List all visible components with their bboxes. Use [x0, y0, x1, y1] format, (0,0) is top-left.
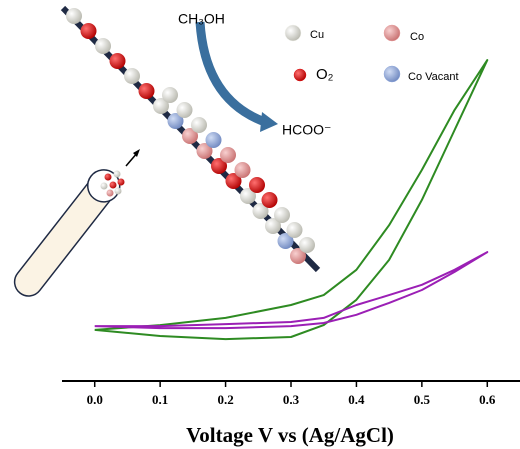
atom — [274, 207, 290, 223]
x-tick-label: 0.0 — [87, 392, 103, 407]
legend-label: Cu — [310, 29, 324, 41]
arrow-head — [133, 149, 140, 157]
x-tick-label: 0.5 — [414, 392, 431, 407]
x-tick-label: 0.1 — [152, 392, 168, 407]
illustration — [13, 5, 321, 297]
atom — [117, 178, 125, 186]
atom — [299, 237, 315, 253]
legend-label: Co — [410, 31, 424, 43]
legend-swatch — [293, 68, 307, 82]
atom — [176, 102, 193, 118]
atom — [182, 128, 198, 144]
atom — [167, 113, 184, 129]
atom — [211, 158, 227, 174]
reaction-arrow-head — [260, 112, 278, 132]
atom — [205, 132, 222, 148]
atom — [109, 53, 126, 69]
electrode-tube — [13, 169, 121, 297]
x-tick-label: 0.6 — [479, 392, 496, 407]
reaction-arrow — [195, 21, 267, 127]
atom — [252, 203, 269, 219]
legend-label: O₂ — [316, 66, 334, 83]
atom — [138, 83, 155, 99]
x-tick-label: 0.4 — [348, 392, 365, 407]
data-line — [94, 251, 489, 330]
atom — [106, 189, 114, 197]
atom — [191, 117, 207, 133]
atom — [225, 173, 242, 189]
atom — [277, 233, 294, 249]
atom — [290, 248, 306, 264]
legend-label: Co Vacant — [408, 71, 459, 83]
atom — [249, 177, 265, 193]
atom — [234, 162, 251, 178]
atom — [261, 192, 278, 208]
annotation: CH₃OH — [178, 11, 225, 27]
atom — [100, 182, 108, 190]
atom — [80, 23, 97, 39]
x-axis-label: Voltage V vs (Ag/AgCl) — [186, 423, 394, 447]
atom — [196, 143, 213, 159]
x-tick-label: 0.2 — [217, 392, 233, 407]
atom — [109, 181, 117, 189]
legend-swatch — [383, 65, 401, 83]
legend-swatch — [383, 24, 401, 42]
atom — [124, 68, 140, 84]
atom — [220, 147, 236, 163]
atom — [162, 87, 178, 103]
atom — [114, 187, 122, 195]
atom — [104, 173, 112, 181]
atom — [113, 170, 121, 178]
atom — [240, 188, 256, 204]
atom — [153, 98, 169, 114]
atom — [66, 8, 82, 24]
x-tick-label: 0.3 — [283, 392, 300, 407]
annotation: HCOO⁻ — [282, 122, 331, 138]
data-line — [94, 59, 489, 341]
atom — [95, 38, 111, 54]
atom — [265, 218, 281, 234]
atom — [286, 222, 303, 238]
legend-swatch — [284, 24, 302, 42]
